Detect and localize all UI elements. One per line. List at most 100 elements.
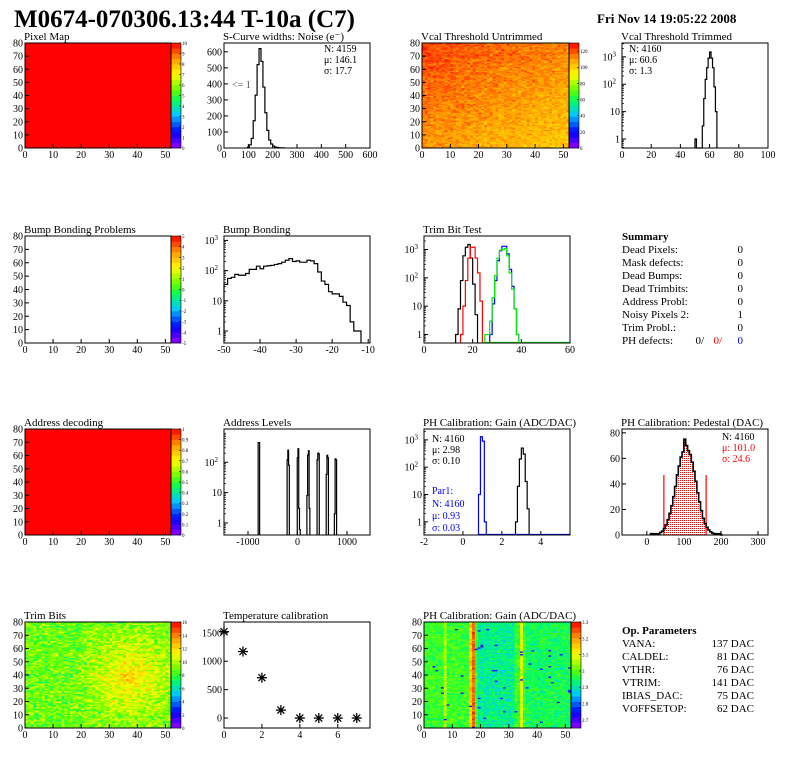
heatmap-cell: [436, 120, 440, 123]
color-scale-band: [171, 497, 181, 504]
heatmap-cell: [464, 109, 468, 112]
color-scale-band: [171, 294, 181, 301]
summary-value: 0: [738, 296, 744, 308]
heatmap-cell: [436, 74, 440, 77]
color-scale-band: [171, 252, 181, 258]
heatmap-cell: [455, 106, 460, 108]
heatmap-cell: [461, 116, 465, 119]
heatmap-cell: [433, 141, 437, 144]
chart-title: Trim Bits: [24, 610, 66, 622]
heatmap-cell: [458, 82, 462, 84]
heatmap-cell: [427, 138, 431, 141]
heatmap-cell: [458, 141, 462, 144]
x-tick-label: 20: [646, 150, 656, 161]
histogram-series-1: [286, 449, 290, 535]
color-scale-label: 2: [182, 126, 185, 131]
heatmap-cell: [450, 50, 454, 53]
x-tick-label: 40: [132, 345, 142, 356]
heatmap-cell: [453, 56, 457, 58]
heatmap-cell: [453, 79, 457, 82]
heatmap-cell: [453, 115, 457, 117]
heatmap-cell: [444, 69, 448, 71]
heatmap-cell: [447, 58, 451, 61]
heatmap-cell: [464, 113, 468, 116]
heatmap-cell: [453, 144, 457, 146]
y-tick-label: 40: [610, 479, 620, 490]
heatmap-cell: [424, 95, 428, 98]
heatmap-cell: [424, 129, 428, 132]
heatmap-cell: [461, 127, 465, 129]
heatmap-cell: [444, 130, 448, 133]
heatmap-cell: [422, 52, 426, 54]
heatmap-cell: [427, 98, 431, 100]
heatmap-cell: [455, 128, 460, 130]
heatmap-cell: [461, 78, 465, 81]
heatmap-cell: [424, 96, 428, 99]
heatmap-cell: [447, 117, 451, 120]
color-scale-band: [171, 43, 181, 49]
heatmap-cell: [458, 62, 462, 65]
heatmap-cell: [427, 133, 431, 136]
heatmap-cell: [461, 129, 465, 132]
heatmap-cell: [436, 129, 440, 132]
color-scale-band: [171, 450, 181, 456]
heatmap-cell: [436, 123, 440, 125]
heatmap-cell: [433, 85, 437, 87]
heatmap-cell: [427, 85, 431, 87]
heatmap-cell: [450, 132, 454, 134]
heatmap-cell: [422, 56, 426, 58]
heatmap-cell: [453, 66, 457, 69]
heatmap-cell: [447, 86, 451, 88]
heatmap-cell: [427, 123, 431, 125]
heatmap-cell: [427, 109, 431, 112]
heatmap-cell: [453, 132, 457, 134]
heatmap-cell: [444, 94, 448, 96]
color-scale-band: [171, 326, 181, 333]
heatmap-cell: [430, 134, 434, 137]
heatmap-cell: [441, 57, 445, 60]
heatmap-cell: [458, 138, 462, 141]
heatmap-cell: [453, 92, 457, 95]
histogram-series-5: [325, 454, 330, 535]
heatmap-cell: [433, 95, 437, 98]
heatmap-cell: [447, 91, 451, 94]
heatmap-cell: [25, 429, 171, 535]
heatmap-cell: [461, 136, 465, 138]
heatmap-cell: [427, 141, 431, 144]
heatmap-cell: [424, 138, 428, 141]
y-tick-label: 60: [13, 65, 23, 76]
stats-line: N: 4160: [722, 432, 755, 443]
heatmap-cell: [458, 85, 462, 87]
heatmap-cell: [453, 109, 457, 112]
heatmap-cells: [25, 622, 172, 729]
heatmap-cell: [444, 115, 448, 117]
y-tick-label: 80: [410, 39, 420, 50]
heatmap-cell: [444, 88, 448, 91]
heatmap-cell: [458, 43, 462, 45]
heatmap-cell: [424, 119, 428, 121]
heatmap-cell: [427, 56, 431, 58]
heatmap-cell: [447, 100, 451, 103]
heatmap-cell: [422, 124, 426, 126]
heatmap-cell: [453, 136, 457, 138]
heatmap-cell: [430, 120, 434, 123]
heatmap-cell: [464, 104, 468, 107]
color-scale-band: [171, 137, 181, 144]
heatmap-cell: [438, 99, 443, 102]
heatmap-cell: [441, 81, 445, 83]
heatmap-cell: [464, 128, 468, 130]
heatmap-cell: [436, 79, 440, 82]
heatmap-cell: [444, 102, 448, 104]
heatmap-cell: [447, 96, 451, 99]
heatmap-cell: [430, 75, 434, 78]
heatmap-cell: [430, 106, 434, 108]
heatmap-cell: [436, 113, 440, 116]
heatmap-cell: [453, 90, 457, 92]
heatmap-cell: [455, 48, 460, 50]
heatmap-cell: [444, 66, 448, 69]
color-scale-band: [171, 79, 181, 86]
stats-line: Par1:: [432, 486, 453, 497]
color-scale-label: 40: [580, 115, 586, 120]
y-tick-label: 60: [610, 454, 620, 465]
heatmap-cell: [455, 144, 460, 146]
